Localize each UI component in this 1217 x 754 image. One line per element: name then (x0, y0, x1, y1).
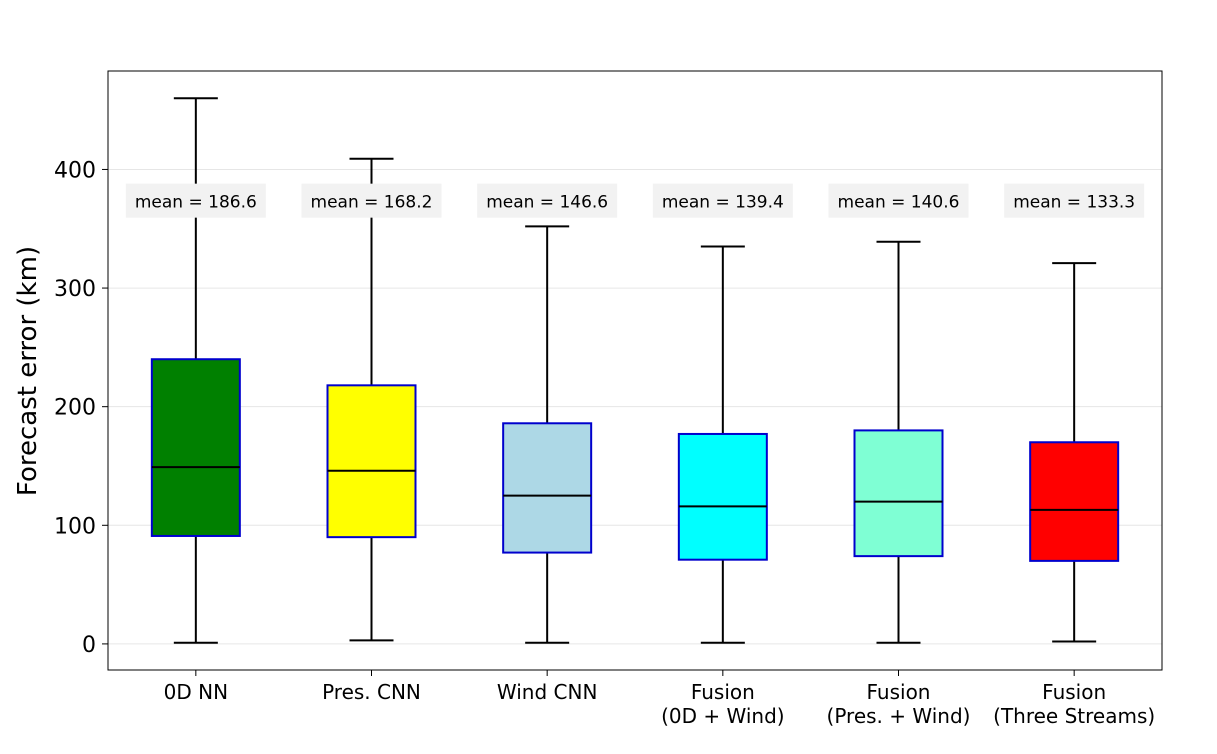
mean-label: mean = 186.6 (125, 183, 266, 218)
mean-label: mean = 140.6 (828, 183, 969, 218)
mean-label-text: mean = 133.3 (1013, 193, 1135, 213)
box-group (677, 245, 768, 644)
mean-label: mean = 139.4 (652, 183, 793, 218)
mean-label-text: mean = 140.6 (838, 193, 960, 213)
box-iqr (677, 432, 768, 561)
y-tick-label: 400 (54, 158, 96, 183)
box-iqr (853, 429, 944, 558)
mean-label: mean = 146.6 (477, 183, 618, 218)
mean-label-text: mean = 146.6 (486, 193, 608, 213)
x-tick-label: Fusion (867, 680, 931, 704)
plot-frame (107, 70, 1163, 671)
x-tick-label: (0D + Wind) (661, 704, 784, 728)
x-axis-ticks: 0D NN Pres. CNN Wind CNN Fusion(0D + Wind)F… (164, 670, 1155, 728)
mean-label: mean = 168.2 (301, 183, 442, 218)
box-group (853, 240, 944, 644)
box-group (150, 97, 241, 644)
box-group (502, 225, 593, 644)
x-tick-label: (Three Streams) (993, 704, 1155, 728)
mean-label-background (652, 183, 793, 218)
mean-label-background (301, 183, 442, 218)
y-tick-label: 0 (82, 633, 96, 658)
y-tick-label: 200 (54, 396, 96, 421)
grid-lines (108, 168, 1162, 645)
y-tick-label: 300 (54, 277, 96, 302)
mean-label-background (828, 183, 969, 218)
box-iqr (326, 384, 417, 539)
x-tick-label: 0D NN (164, 680, 228, 704)
box-iqr (502, 422, 593, 554)
box-series (150, 97, 1120, 644)
box-iqr (150, 358, 241, 537)
mean-labels: mean = 186.6 mean = 168.2 mean = 146.6 mean… (125, 183, 1145, 218)
x-tick-label: Fusion (1042, 680, 1106, 704)
mean-label-text: mean = 139.4 (662, 193, 784, 213)
mean-label-text: mean = 168.2 (311, 193, 433, 213)
mean-label-background (1004, 183, 1145, 218)
mean-label: mean = 133.3 (1004, 183, 1145, 218)
mean-label-background (477, 183, 618, 218)
x-tick-label: Fusion (691, 680, 755, 704)
box-group (1029, 262, 1120, 643)
box-group (326, 157, 417, 642)
y-axis-ticks: 0 100 200 300 400 (54, 158, 108, 658)
x-tick-label: Pres. CNN (322, 680, 421, 704)
mean-label-background (125, 183, 266, 218)
x-tick-label: Wind CNN (497, 680, 598, 704)
mean-label-text: mean = 186.6 (135, 193, 257, 213)
y-tick-label: 100 (54, 514, 96, 539)
y-axis-label: Forecast error (km) (13, 246, 43, 496)
box-iqr (1029, 441, 1120, 562)
x-tick-label: (Pres. + Wind) (827, 704, 971, 728)
